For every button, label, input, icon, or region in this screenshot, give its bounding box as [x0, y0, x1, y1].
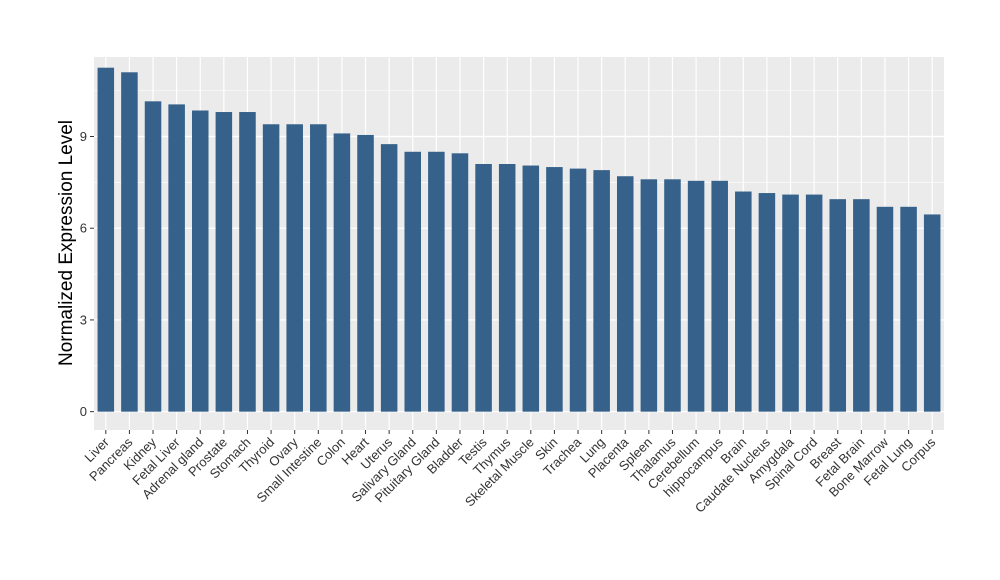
bar	[428, 151, 445, 412]
bar	[144, 101, 162, 412]
bar	[451, 153, 469, 412]
bar	[900, 206, 917, 412]
bar	[805, 194, 823, 412]
bar	[404, 151, 422, 412]
bar	[829, 199, 847, 412]
bar	[121, 72, 138, 412]
bar	[569, 168, 587, 412]
bar	[616, 176, 634, 412]
y-tick-label: 6	[80, 221, 87, 236]
bar	[310, 124, 327, 412]
y-axis-title: Normalized Expression Level	[56, 120, 77, 366]
bar	[782, 194, 799, 412]
bar	[876, 206, 894, 412]
bar	[522, 165, 540, 412]
bar	[475, 164, 492, 412]
bar	[380, 144, 398, 412]
bar	[215, 112, 233, 412]
y-axis-ticks: 0 3 6 9	[80, 129, 94, 419]
bar	[97, 67, 115, 412]
y-tick-label: 9	[80, 129, 87, 144]
bar	[333, 133, 351, 412]
bar	[758, 193, 776, 412]
y-tick-label: 0	[80, 404, 87, 419]
bar	[735, 191, 752, 412]
bar	[498, 164, 516, 412]
bar	[286, 124, 303, 412]
y-tick-label: 3	[80, 312, 87, 327]
bar	[687, 180, 705, 412]
bar	[711, 180, 728, 412]
bar	[664, 179, 681, 412]
bar	[546, 167, 563, 412]
bar	[923, 214, 941, 412]
bar	[640, 179, 658, 412]
bar	[357, 134, 374, 412]
bar	[168, 104, 185, 412]
plot-panel	[94, 57, 944, 430]
bar	[853, 199, 870, 412]
bars	[97, 67, 941, 412]
bar	[191, 110, 209, 412]
bar	[262, 124, 280, 412]
bar	[239, 112, 256, 412]
bar	[593, 170, 610, 412]
